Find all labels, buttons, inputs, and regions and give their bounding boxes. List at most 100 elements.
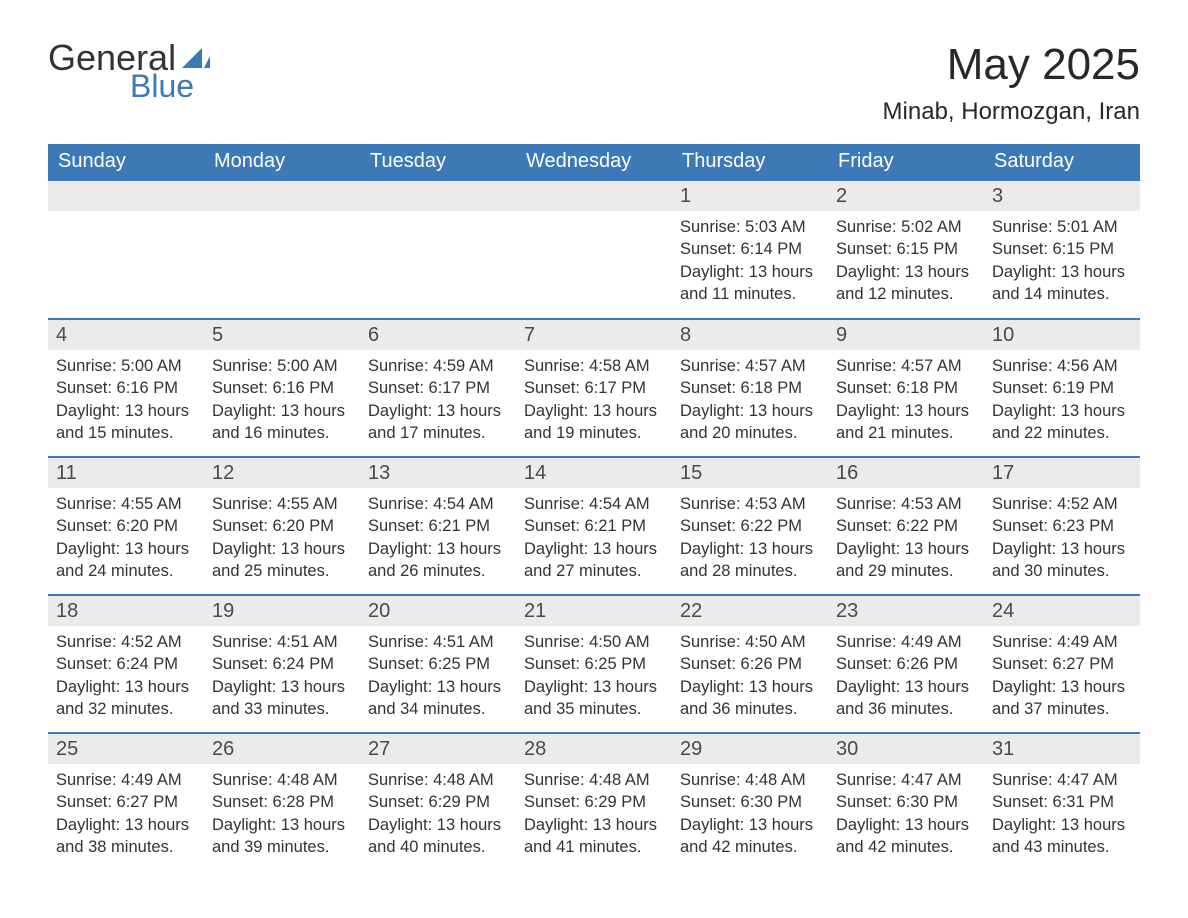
day-daylight1: Daylight: 13 hours: [836, 676, 976, 698]
day-body: Sunrise: 4:53 AMSunset: 6:22 PMDaylight:…: [828, 488, 984, 586]
calendar-cell: 11Sunrise: 4:55 AMSunset: 6:20 PMDayligh…: [48, 457, 204, 595]
calendar-cell: 14Sunrise: 4:54 AMSunset: 6:21 PMDayligh…: [516, 457, 672, 595]
day-sunrise: Sunrise: 4:57 AM: [680, 355, 820, 377]
day-sunrise: Sunrise: 4:47 AM: [992, 769, 1132, 791]
day-body: Sunrise: 4:48 AMSunset: 6:29 PMDaylight:…: [516, 764, 672, 862]
day-sunrise: Sunrise: 4:50 AM: [524, 631, 664, 653]
day-sunset: Sunset: 6:14 PM: [680, 238, 820, 260]
day-daylight2: and 26 minutes.: [368, 560, 508, 582]
day-daylight2: and 14 minutes.: [992, 283, 1132, 305]
day-sunrise: Sunrise: 4:58 AM: [524, 355, 664, 377]
day-sunrise: Sunrise: 4:54 AM: [524, 493, 664, 515]
day-sunset: Sunset: 6:28 PM: [212, 791, 352, 813]
day-body: Sunrise: 5:00 AMSunset: 6:16 PMDaylight:…: [204, 350, 360, 448]
calendar-cell: 17Sunrise: 4:52 AMSunset: 6:23 PMDayligh…: [984, 457, 1140, 595]
calendar-cell: 29Sunrise: 4:48 AMSunset: 6:30 PMDayligh…: [672, 733, 828, 871]
day-daylight1: Daylight: 13 hours: [368, 400, 508, 422]
calendar-cell: 8Sunrise: 4:57 AMSunset: 6:18 PMDaylight…: [672, 319, 828, 457]
day-sunrise: Sunrise: 4:49 AM: [992, 631, 1132, 653]
col-header: Friday: [828, 144, 984, 181]
day-body: Sunrise: 4:49 AMSunset: 6:27 PMDaylight:…: [48, 764, 204, 862]
calendar-cell: 26Sunrise: 4:48 AMSunset: 6:28 PMDayligh…: [204, 733, 360, 871]
day-number: 8: [672, 320, 828, 350]
calendar-table: Sunday Monday Tuesday Wednesday Thursday…: [48, 144, 1140, 871]
day-sunrise: Sunrise: 4:50 AM: [680, 631, 820, 653]
day-number: 31: [984, 734, 1140, 764]
day-sunset: Sunset: 6:18 PM: [836, 377, 976, 399]
calendar-cell: 7Sunrise: 4:58 AMSunset: 6:17 PMDaylight…: [516, 319, 672, 457]
day-daylight1: Daylight: 13 hours: [680, 261, 820, 283]
day-daylight1: Daylight: 13 hours: [56, 814, 196, 836]
day-sunset: Sunset: 6:16 PM: [212, 377, 352, 399]
day-sunrise: Sunrise: 5:00 AM: [212, 355, 352, 377]
day-daylight1: Daylight: 13 hours: [836, 538, 976, 560]
day-sunrise: Sunrise: 4:48 AM: [212, 769, 352, 791]
day-daylight2: and 25 minutes.: [212, 560, 352, 582]
day-sunrise: Sunrise: 4:51 AM: [368, 631, 508, 653]
calendar-head: Sunday Monday Tuesday Wednesday Thursday…: [48, 144, 1140, 181]
day-daylight2: and 36 minutes.: [680, 698, 820, 720]
day-daylight2: and 24 minutes.: [56, 560, 196, 582]
day-sunrise: Sunrise: 5:03 AM: [680, 216, 820, 238]
day-sunrise: Sunrise: 4:52 AM: [992, 493, 1132, 515]
day-number: 21: [516, 596, 672, 626]
calendar-cell: 10Sunrise: 4:56 AMSunset: 6:19 PMDayligh…: [984, 319, 1140, 457]
day-daylight2: and 43 minutes.: [992, 836, 1132, 858]
day-body: Sunrise: 4:48 AMSunset: 6:29 PMDaylight:…: [360, 764, 516, 862]
calendar-row: 4Sunrise: 5:00 AMSunset: 6:16 PMDaylight…: [48, 319, 1140, 457]
generalblue-logo: General Blue: [48, 40, 210, 102]
day-sunrise: Sunrise: 5:02 AM: [836, 216, 976, 238]
day-body: Sunrise: 4:55 AMSunset: 6:20 PMDaylight:…: [204, 488, 360, 586]
day-sunset: Sunset: 6:27 PM: [992, 653, 1132, 675]
calendar-cell: 28Sunrise: 4:48 AMSunset: 6:29 PMDayligh…: [516, 733, 672, 871]
day-daylight1: Daylight: 13 hours: [524, 676, 664, 698]
day-sunrise: Sunrise: 4:57 AM: [836, 355, 976, 377]
day-sunrise: Sunrise: 4:48 AM: [368, 769, 508, 791]
topbar: General Blue May 2025 Minab, Hormozgan, …: [48, 40, 1140, 126]
page-subtitle: Minab, Hormozgan, Iran: [883, 98, 1140, 126]
day-sunset: Sunset: 6:29 PM: [368, 791, 508, 813]
calendar-cell: 24Sunrise: 4:49 AMSunset: 6:27 PMDayligh…: [984, 595, 1140, 733]
calendar-cell: [204, 181, 360, 319]
day-daylight1: Daylight: 13 hours: [992, 676, 1132, 698]
calendar-cell: 9Sunrise: 4:57 AMSunset: 6:18 PMDaylight…: [828, 319, 984, 457]
day-sunset: Sunset: 6:20 PM: [56, 515, 196, 537]
day-daylight2: and 21 minutes.: [836, 422, 976, 444]
day-sunrise: Sunrise: 4:53 AM: [836, 493, 976, 515]
day-body: Sunrise: 4:53 AMSunset: 6:22 PMDaylight:…: [672, 488, 828, 586]
day-daylight2: and 20 minutes.: [680, 422, 820, 444]
logo-word-blue: Blue: [130, 70, 210, 102]
day-sunset: Sunset: 6:18 PM: [680, 377, 820, 399]
day-sunrise: Sunrise: 4:54 AM: [368, 493, 508, 515]
day-number: 2: [828, 181, 984, 211]
day-sunset: Sunset: 6:23 PM: [992, 515, 1132, 537]
calendar-cell: 3Sunrise: 5:01 AMSunset: 6:15 PMDaylight…: [984, 181, 1140, 319]
day-sunset: Sunset: 6:16 PM: [56, 377, 196, 399]
day-body: Sunrise: 4:57 AMSunset: 6:18 PMDaylight:…: [672, 350, 828, 448]
day-daylight2: and 37 minutes.: [992, 698, 1132, 720]
day-body: Sunrise: 4:58 AMSunset: 6:17 PMDaylight:…: [516, 350, 672, 448]
calendar-cell: 1Sunrise: 5:03 AMSunset: 6:14 PMDaylight…: [672, 181, 828, 319]
day-daylight1: Daylight: 13 hours: [992, 538, 1132, 560]
day-sunset: Sunset: 6:31 PM: [992, 791, 1132, 813]
day-number: [516, 181, 672, 211]
calendar-page: General Blue May 2025 Minab, Hormozgan, …: [0, 0, 1188, 918]
day-daylight1: Daylight: 13 hours: [524, 400, 664, 422]
day-daylight2: and 17 minutes.: [368, 422, 508, 444]
day-daylight2: and 32 minutes.: [56, 698, 196, 720]
day-body: Sunrise: 4:48 AMSunset: 6:28 PMDaylight:…: [204, 764, 360, 862]
col-header: Sunday: [48, 144, 204, 181]
day-body: Sunrise: 5:02 AMSunset: 6:15 PMDaylight:…: [828, 211, 984, 309]
day-number: 20: [360, 596, 516, 626]
day-body: [516, 211, 672, 220]
page-title: May 2025: [883, 40, 1140, 90]
day-daylight1: Daylight: 13 hours: [680, 538, 820, 560]
col-header: Saturday: [984, 144, 1140, 181]
day-body: Sunrise: 5:03 AMSunset: 6:14 PMDaylight:…: [672, 211, 828, 309]
calendar-cell: 19Sunrise: 4:51 AMSunset: 6:24 PMDayligh…: [204, 595, 360, 733]
calendar-cell: [48, 181, 204, 319]
day-sunrise: Sunrise: 5:00 AM: [56, 355, 196, 377]
day-body: Sunrise: 4:49 AMSunset: 6:26 PMDaylight:…: [828, 626, 984, 724]
calendar-cell: 18Sunrise: 4:52 AMSunset: 6:24 PMDayligh…: [48, 595, 204, 733]
day-daylight2: and 12 minutes.: [836, 283, 976, 305]
